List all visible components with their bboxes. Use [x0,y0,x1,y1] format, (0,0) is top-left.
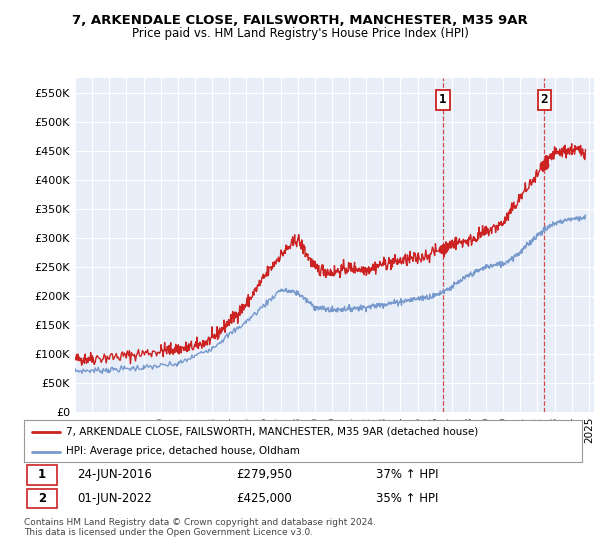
Text: 7, ARKENDALE CLOSE, FAILSWORTH, MANCHESTER, M35 9AR: 7, ARKENDALE CLOSE, FAILSWORTH, MANCHEST… [72,14,528,27]
Text: HPI: Average price, detached house, Oldham: HPI: Average price, detached house, Oldh… [66,446,300,456]
Text: 2: 2 [38,492,46,505]
Text: 37% ↑ HPI: 37% ↑ HPI [376,469,438,482]
Text: 2: 2 [541,94,548,106]
Text: 01-JUN-2022: 01-JUN-2022 [77,492,152,505]
Text: 1: 1 [439,94,446,106]
Bar [27,465,58,485]
Text: 35% ↑ HPI: 35% ↑ HPI [376,492,438,505]
Text: Contains HM Land Registry data © Crown copyright and database right 2024.
This d: Contains HM Land Registry data © Crown c… [24,518,376,538]
Text: £279,950: £279,950 [236,469,292,482]
Text: 24-JUN-2016: 24-JUN-2016 [77,469,152,482]
Text: £425,000: £425,000 [236,492,292,505]
Text: 1: 1 [38,469,46,482]
Text: 7, ARKENDALE CLOSE, FAILSWORTH, MANCHESTER, M35 9AR (detached house): 7, ARKENDALE CLOSE, FAILSWORTH, MANCHEST… [66,427,478,437]
Bar [27,489,58,508]
Text: Price paid vs. HM Land Registry's House Price Index (HPI): Price paid vs. HM Land Registry's House … [131,27,469,40]
